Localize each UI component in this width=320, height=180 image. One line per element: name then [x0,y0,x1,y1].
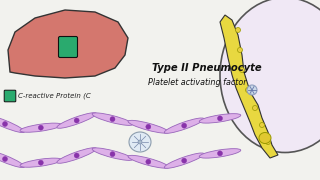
Ellipse shape [38,160,43,165]
Ellipse shape [38,125,43,130]
Ellipse shape [74,153,79,158]
Ellipse shape [146,124,151,129]
Ellipse shape [220,0,320,152]
Ellipse shape [252,105,258,111]
Ellipse shape [20,123,62,132]
Ellipse shape [199,114,241,123]
Ellipse shape [20,158,62,167]
FancyBboxPatch shape [59,37,77,57]
Ellipse shape [245,87,251,93]
Ellipse shape [199,149,241,158]
Text: C-reactive Protein (C: C-reactive Protein (C [18,93,91,99]
Ellipse shape [0,115,25,132]
Ellipse shape [236,28,241,33]
Ellipse shape [239,68,244,73]
Ellipse shape [146,159,151,164]
Ellipse shape [110,117,115,122]
Ellipse shape [110,152,115,157]
Ellipse shape [92,148,133,160]
Text: Platelet activating factor: Platelet activating factor [148,78,246,87]
Ellipse shape [260,123,265,127]
Ellipse shape [129,132,151,152]
Ellipse shape [128,120,169,133]
Ellipse shape [164,118,204,133]
Ellipse shape [74,118,79,123]
Ellipse shape [182,158,187,163]
Ellipse shape [92,113,133,125]
Ellipse shape [182,123,187,128]
Text: Type II Pneumocyte: Type II Pneumocyte [152,63,262,73]
Polygon shape [220,15,278,158]
Ellipse shape [218,116,222,121]
Ellipse shape [3,156,7,161]
Ellipse shape [128,155,169,168]
Ellipse shape [218,151,222,156]
Ellipse shape [259,132,271,143]
Ellipse shape [247,85,257,95]
Ellipse shape [266,140,270,145]
Ellipse shape [237,48,243,53]
Ellipse shape [3,122,7,127]
Polygon shape [8,10,128,78]
Ellipse shape [57,148,97,163]
Ellipse shape [164,153,204,168]
Ellipse shape [0,150,25,168]
FancyBboxPatch shape [4,90,16,102]
Ellipse shape [138,140,142,144]
Ellipse shape [57,113,97,128]
